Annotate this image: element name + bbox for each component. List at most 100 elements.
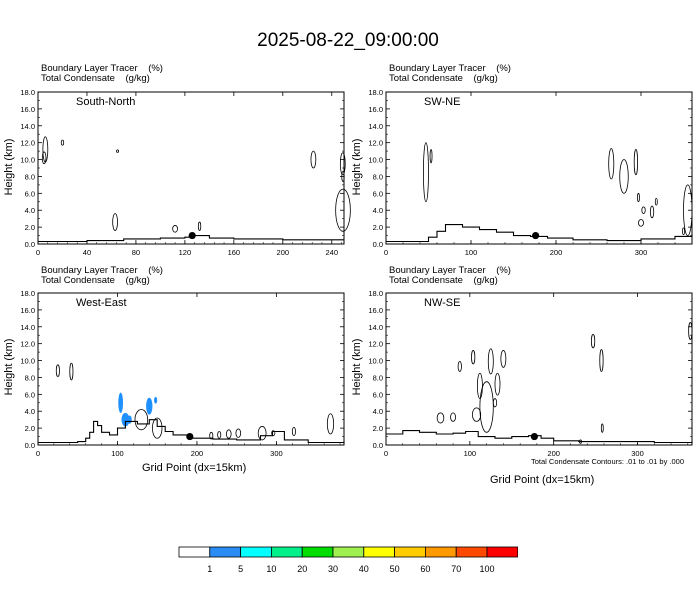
panel1-name: South-North — [76, 96, 135, 108]
panel1-xtick-label-5: 200 — [277, 248, 290, 257]
colorbar-label-4: 30 — [328, 564, 338, 574]
colorbar-swatch-1 — [209, 546, 241, 558]
panel1-header-line2: Total Condensate (g/kg) — [41, 73, 150, 84]
panel3-xtick-label-0: 0 — [36, 449, 40, 458]
colorbar-label-8: 70 — [451, 564, 461, 574]
panel4-location-marker — [530, 432, 538, 441]
panel1-ytick-label-3: 6.0 — [25, 189, 35, 198]
panel1-condensate-contour-7 — [310, 150, 317, 169]
panel3-condensate-contour-3 — [152, 417, 163, 439]
panel3-xtick-label-1: 100 — [111, 449, 124, 458]
colorbar-swatch-4 — [301, 546, 334, 558]
panel1-ytick-label-8: 16.0 — [20, 105, 35, 114]
panel1-ytick-label-0: 0.0 — [25, 240, 35, 249]
panel3-header-line1: Boundary Layer Tracer (%) — [41, 265, 163, 276]
panel4-header-line1: Boundary Layer Tracer (%) — [389, 265, 511, 276]
panel3-ytick-label-1: 2.0 — [25, 424, 35, 433]
panel2-ytick-label-3: 6.0 — [373, 189, 383, 198]
panel3-condensate-contour-2 — [134, 409, 149, 431]
panel4-condensate-contour-0 — [457, 360, 462, 372]
colorbar-label-7: 60 — [420, 564, 430, 574]
colorbar-swatch-5 — [332, 546, 365, 558]
colorbar-swatch-2 — [240, 546, 272, 558]
panel4-condensate-contour-10 — [492, 398, 498, 408]
panel2-xtick-label-1: 100 — [465, 248, 478, 257]
panel2-condensate-contour-11 — [682, 227, 685, 236]
panel4-condensate-contour-3 — [487, 348, 494, 375]
panel1-header-line1: Boundary Layer Tracer (%) — [41, 63, 163, 74]
panel2-ytick-label-7: 14.0 — [368, 122, 383, 131]
panel2-ytick-label-2: 4.0 — [373, 206, 383, 215]
chart-title: 2025-08-22_09:00:00 — [257, 30, 439, 51]
panel3-ytick-label-9: 18.0 — [20, 289, 35, 298]
panel2-name: SW-NE — [424, 96, 460, 108]
panel3-tracer-3 — [146, 397, 153, 415]
colorbar-label-1: 5 — [238, 564, 243, 574]
panel3-condensate-contour-5 — [217, 431, 222, 439]
panel2-condensate-contour-2 — [608, 148, 615, 180]
panel3-condensate-contour-1 — [69, 362, 74, 381]
panel3-ytick-label-4: 8.0 — [25, 373, 35, 382]
panel4-ytick-label-5: 10.0 — [368, 357, 383, 366]
panel4-condensate-contour-2 — [476, 372, 483, 399]
panel2-header: Boundary Layer Tracer (%) Total Condensa… — [389, 64, 511, 84]
panel3-xlabel: Grid Point (dx=15km) — [142, 462, 247, 474]
panel4-ytick-label-3: 6.0 — [373, 390, 383, 399]
panel4-condensate-contour-1 — [471, 350, 476, 365]
colorbar-label-0: 1 — [207, 564, 212, 574]
panel1-frame — [37, 91, 345, 245]
panel2-condensate-contour-8 — [649, 205, 655, 219]
panel2-condensate-contour-7 — [641, 206, 646, 215]
colorbar-label-6: 50 — [390, 564, 400, 574]
panel1-xtick-label-4: 160 — [228, 248, 241, 257]
panel4-ytick-label-8: 16.0 — [368, 306, 383, 315]
panel1-ytick-label-9: 18.0 — [20, 88, 35, 97]
panel1-xtick-label-0: 0 — [36, 248, 40, 257]
panel3-condensate-contour-11 — [326, 413, 335, 435]
panel2-ytick-label-4: 8.0 — [373, 172, 383, 181]
panel3-frame — [37, 292, 345, 446]
panel1: 0.0 2.0 4.0 6.0 8.0 10.0 12.0 14.0 16.0 18.0 0 40 80… — [20, 88, 351, 257]
panel3-ytick-label-2: 4.0 — [25, 407, 35, 416]
panel1-xtick-label-2: 80 — [132, 248, 140, 257]
panel2-ytick-label-1: 2.0 — [373, 223, 383, 232]
panel3-tracer-1 — [121, 412, 130, 427]
panel3-name: West-East — [76, 297, 127, 309]
panel3-condensate-contour-9 — [271, 430, 276, 437]
panel2-location-marker — [532, 231, 540, 240]
panel3-header: Boundary Layer Tracer (%) Total Condensa… — [41, 266, 163, 286]
panel2-ytick-label-9: 18.0 — [368, 88, 383, 97]
panel4-condensate-contour-7 — [471, 407, 482, 422]
panel4-ytick-label-9: 18.0 — [368, 289, 383, 298]
panel3-header-line2: Total Condensate (g/kg) — [41, 275, 150, 286]
panel3-condensate-contour-7 — [235, 428, 242, 438]
panel3-xtick-label-2: 200 — [191, 449, 204, 458]
panel2-condensate-contour-1 — [429, 149, 433, 164]
panel2-condensate-contour-5 — [637, 192, 640, 203]
panel3-terrain-line — [38, 419, 345, 444]
panel4-ytick-label-0: 0.0 — [373, 441, 383, 450]
panel3-ytick-label-0: 0.0 — [25, 441, 35, 450]
panel3-condensate-contour-6 — [225, 429, 232, 439]
panel4-condensate-contour-4 — [494, 372, 501, 396]
panel1-ytick-label-5: 10.0 — [20, 156, 35, 165]
panel1-xtick-label-6: 240 — [326, 248, 339, 257]
panel4-ytick-label-2: 4.0 — [373, 407, 383, 416]
colorbar-swatch-10 — [486, 546, 518, 558]
panel2-header-line2: Total Condensate (g/kg) — [389, 73, 498, 84]
panel1-condensate-contour-1 — [41, 151, 47, 165]
panel4-header: Boundary Layer Tracer (%) Total Condensa… — [389, 266, 511, 286]
panel1-condensate-contour-6 — [197, 221, 202, 231]
panel4-condensate-contour-12 — [599, 349, 604, 372]
panel2-ytick-label-5: 10.0 — [368, 156, 383, 165]
panel4-xtick-label-1: 100 — [464, 449, 477, 458]
panel2: 0.0 2.0 4.0 6.0 8.0 10.0 12.0 14.0 16.0 18.0 0 100 2… — [368, 88, 693, 257]
colorbar-swatch-8 — [424, 546, 457, 558]
panel3-condensate-contour-4 — [209, 431, 214, 440]
colorbar-label-3: 20 — [297, 564, 307, 574]
panel3-tracer-4 — [154, 396, 158, 404]
panel2-xtick-label-3: 300 — [635, 248, 648, 257]
panel4-condensate-contour-8 — [450, 412, 456, 422]
panel4-condensate-contour-11 — [590, 333, 596, 349]
colorbar-swatch-7 — [394, 546, 426, 558]
